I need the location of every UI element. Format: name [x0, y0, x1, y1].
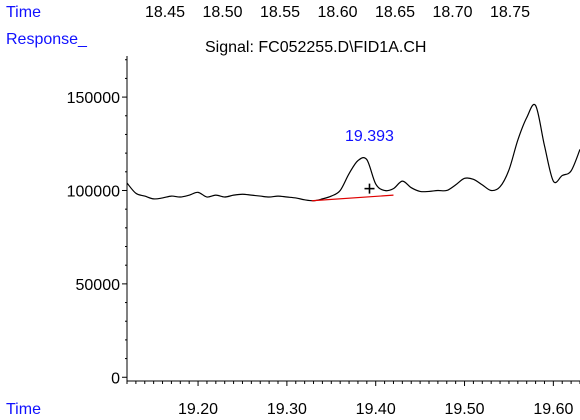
- y-ticks-group: 0 50000 100000 150000: [67, 59, 127, 387]
- x-tick-label: 19.60: [533, 401, 573, 418]
- x-tick-label: 19.30: [267, 401, 307, 418]
- x-ticks-group: 19.20 19.30 19.40 19.50 19.60: [126, 381, 580, 418]
- top-tick-label: 18.70: [432, 4, 472, 21]
- y-tick-label: 100000: [67, 183, 120, 200]
- top-tick-label: 18.60: [317, 4, 357, 21]
- x-axis-label: Time: [6, 401, 41, 418]
- y-tick-label: 150000: [67, 90, 120, 107]
- top-tick-label: 18.55: [260, 4, 300, 21]
- y-tick-label: 50000: [76, 277, 121, 294]
- top-tick-label: 18.50: [202, 4, 242, 21]
- peak-label: 19.393: [345, 128, 394, 145]
- top-tick-label: 18.65: [375, 4, 415, 21]
- series-line-signal: [126, 103, 580, 202]
- top-axis-label: Time: [6, 4, 41, 21]
- chart-title: Signal: FC052255.D\FID1A.CH: [205, 39, 426, 56]
- x-tick-label: 19.50: [445, 401, 485, 418]
- x-tick-label: 19.20: [178, 401, 218, 418]
- top-tick-label: 18.45: [145, 4, 185, 21]
- y-tick-label: 0: [111, 370, 120, 387]
- x-tick-label: 19.40: [356, 401, 396, 418]
- peak-plus-marker: [364, 183, 375, 194]
- top-tick-label: 18.75: [490, 4, 530, 21]
- y-axis-label: Response_: [6, 31, 88, 48]
- top-tick-labels: 18.45 18.50 18.55 18.60 18.65 18.70 18.75: [145, 4, 530, 21]
- integration-baseline: [311, 194, 394, 202]
